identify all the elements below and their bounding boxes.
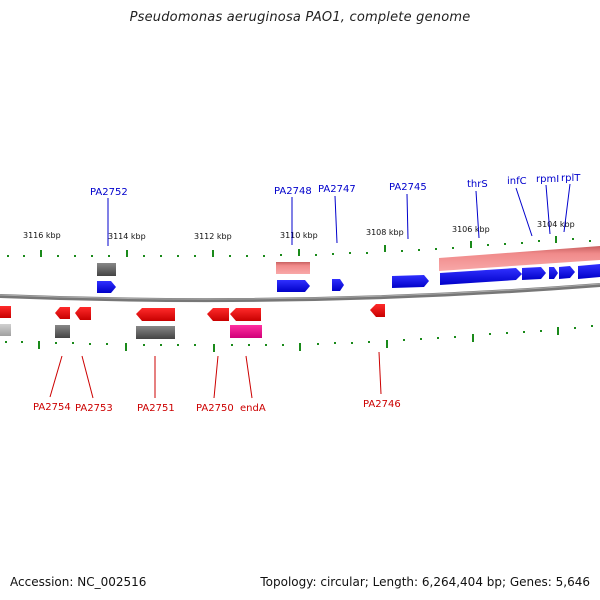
scale-label-3110: 3110 kbp <box>280 231 318 240</box>
gene-PA2746 <box>370 304 385 317</box>
pseudo-offscreen-left <box>0 324 11 336</box>
gene-rplT <box>559 266 575 279</box>
pseudo-PA2754 <box>55 325 70 338</box>
label-PA2751: PA2751 <box>137 403 175 414</box>
reverse-gene-labels: PA2754 PA2753 PA2751 PA2750 endA PA2746 <box>33 351 401 414</box>
gene-PA2751 <box>136 308 175 321</box>
gene-PA2750 <box>207 308 229 321</box>
label-PA2752: PA2752 <box>90 187 128 198</box>
rna-feature-PA2748-region <box>276 262 310 274</box>
label-PA2745: PA2745 <box>389 182 427 193</box>
scale-label-3116: 3116 kbp <box>23 231 61 240</box>
forward-gene-labels: PA2752 PA2748 PA2747 PA2745 thrS infC rp… <box>90 173 581 246</box>
gene-endA <box>230 308 261 321</box>
scale-label-3108: 3108 kbp <box>366 228 404 237</box>
label-PA2753: PA2753 <box>75 403 113 414</box>
label-rpmI: rpmI <box>536 174 559 185</box>
label-PA2746: PA2746 <box>363 399 401 410</box>
gene-infC <box>522 267 546 280</box>
scale-label-3114: 3114 kbp <box>108 232 146 241</box>
lower-scale-ticks <box>5 325 593 352</box>
scale-label-3104: 3104 kbp <box>537 220 575 229</box>
label-PA2747: PA2747 <box>318 184 356 195</box>
pseudo-PA2751 <box>136 326 175 339</box>
accession-text: Accession: NC_002516 <box>10 575 147 589</box>
gene-PA2752 <box>97 281 116 293</box>
scale-labels: 3116 kbp 3114 kbp 3112 kbp 3110 kbp 3108… <box>23 220 575 241</box>
gene-thrS <box>440 268 522 285</box>
map-title: Pseudomonas aeruginosa PAO1, complete ge… <box>129 10 471 25</box>
scale-label-3106: 3106 kbp <box>452 225 490 234</box>
forward-strand-genes <box>97 246 600 293</box>
gene-rpmI <box>549 267 558 279</box>
gene-PA2753 <box>75 307 91 320</box>
reverse-strand-genes <box>0 304 385 339</box>
upper-scale-ticks <box>7 236 591 257</box>
label-endA: endA <box>240 403 266 414</box>
gene-offscreen-left <box>0 306 11 318</box>
label-thrS: thrS <box>467 179 488 190</box>
gene-PA2754 <box>55 307 70 319</box>
label-PA2754: PA2754 <box>33 402 71 413</box>
gene-PA2747 <box>332 279 344 291</box>
label-rplT: rplT <box>561 173 581 184</box>
pseudo-gene-feature <box>97 263 116 276</box>
rna-feature-large <box>439 246 600 271</box>
label-infC: infC <box>507 176 527 187</box>
rna-endA <box>230 325 262 338</box>
scale-label-3112: 3112 kbp <box>194 232 232 241</box>
gene-next-forward <box>578 264 600 279</box>
label-PA2750: PA2750 <box>196 403 234 414</box>
gene-PA2748 <box>277 280 310 292</box>
label-PA2748: PA2748 <box>274 186 312 197</box>
gene-PA2745 <box>392 275 429 288</box>
topology-text: Topology: circular; Length: 6,264,404 bp… <box>260 575 590 589</box>
genome-backbone <box>0 283 600 303</box>
